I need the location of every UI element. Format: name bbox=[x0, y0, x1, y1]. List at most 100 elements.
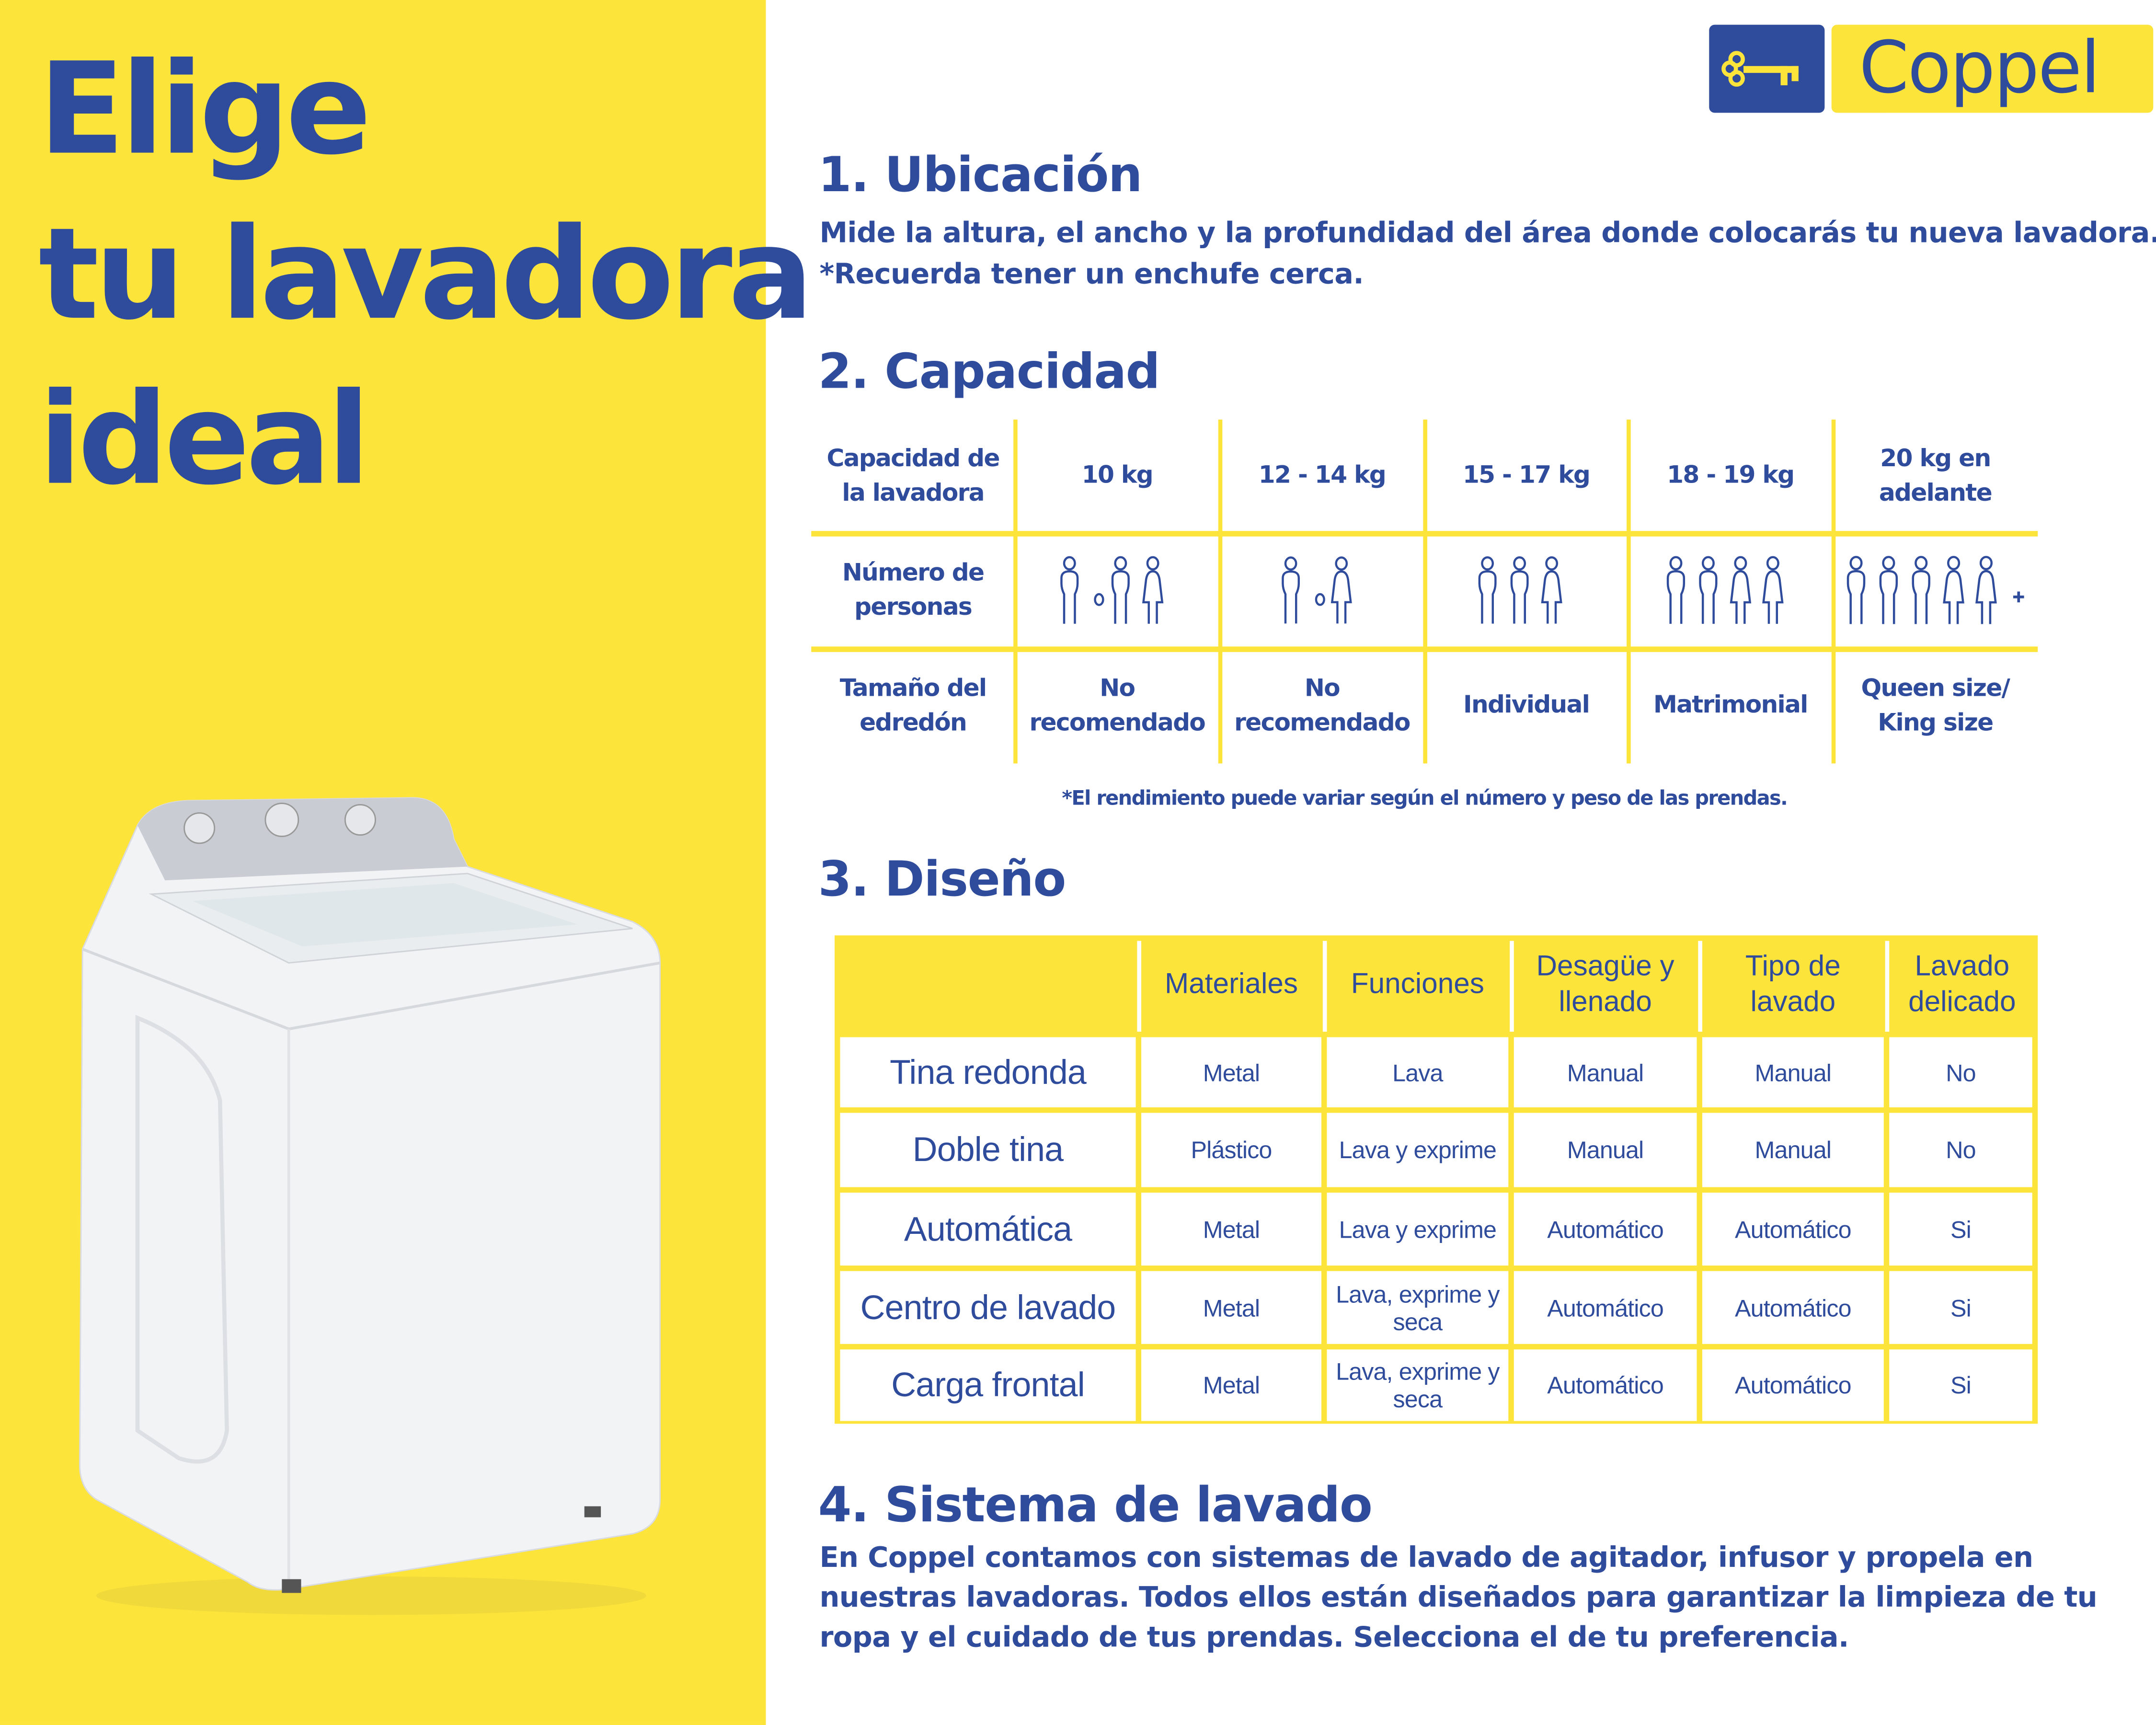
table-cell: Automático bbox=[1702, 1349, 1884, 1421]
divider bbox=[1013, 419, 1018, 764]
woman-icon bbox=[1729, 556, 1751, 624]
divider bbox=[811, 646, 2038, 652]
divider bbox=[1137, 941, 1142, 1032]
ubicacion-text: Mide la altura, el ancho y la profundida… bbox=[819, 213, 2156, 294]
key-icon bbox=[1721, 51, 1799, 87]
divider bbox=[1423, 419, 1427, 764]
table-cell: Automático bbox=[1702, 1192, 1884, 1266]
column-header: Tipo de lavado bbox=[1745, 950, 1841, 1018]
table-cell: Manual bbox=[1514, 1113, 1697, 1187]
text-line: En Coppel contamos con sistemas de lavad… bbox=[819, 1541, 2033, 1574]
table-cell: Metal bbox=[1141, 1271, 1321, 1344]
man-icon bbox=[1846, 556, 1865, 624]
capacity-row-label: Número de personas bbox=[842, 560, 985, 622]
text-line: Mide la altura, el ancho y la profundida… bbox=[819, 216, 2156, 249]
divider bbox=[1831, 419, 1836, 764]
row-label: Tina redonda bbox=[840, 1037, 1136, 1107]
man-icon bbox=[1911, 556, 1930, 624]
man-icon bbox=[1111, 556, 1129, 624]
divider bbox=[1218, 419, 1223, 764]
header-corner bbox=[835, 935, 1138, 1035]
table-cell: Lava bbox=[1327, 1037, 1509, 1107]
child-icon bbox=[1314, 593, 1325, 606]
divider bbox=[1698, 941, 1702, 1032]
capacity-value: 12 - 14 kg bbox=[1258, 462, 1387, 490]
design-table: Materiales Funciones Desagüe y llenado Tipo… bbox=[835, 935, 2038, 1424]
text-line: nuestras lavadoras. Todos ellos están di… bbox=[819, 1580, 2098, 1614]
woman-icon bbox=[1974, 556, 1996, 624]
man-icon bbox=[1879, 556, 1897, 624]
table-cell: Automático bbox=[1702, 1271, 1884, 1344]
text-line: ropa y el cuidado de tus prendas. Selecc… bbox=[819, 1620, 1849, 1654]
woman-icon bbox=[1141, 556, 1163, 624]
capacity-value: 10 kg bbox=[1081, 462, 1154, 490]
table-cell: Lava y exprime bbox=[1327, 1192, 1509, 1266]
table-cell: Si bbox=[1889, 1271, 2032, 1344]
man-icon bbox=[1281, 556, 1299, 624]
capacity-footnote: *El rendimiento puede variar según el nú… bbox=[1062, 788, 1788, 810]
section-heading-ubicacion: 1. Ubicación bbox=[818, 149, 1143, 204]
table-cell: Metal bbox=[1141, 1349, 1321, 1421]
row-label: Centro de lavado bbox=[840, 1271, 1136, 1344]
people-icons bbox=[1424, 534, 1628, 649]
child-icon bbox=[1093, 593, 1104, 606]
divider bbox=[1885, 941, 1890, 1032]
divider bbox=[1322, 941, 1327, 1032]
section-heading-sistema: 4. Sistema de lavado bbox=[818, 1479, 1373, 1534]
divider bbox=[1510, 941, 1514, 1032]
title-line: Elige bbox=[38, 35, 371, 183]
divider bbox=[1627, 419, 1631, 764]
table-cell: No bbox=[1889, 1113, 2032, 1187]
people-group-icon bbox=[1281, 556, 1352, 624]
left-panel: Elige tu lavadora ideal bbox=[0, 0, 814, 1725]
capacity-value: 20 kg en adelante bbox=[1879, 445, 1993, 507]
table-cell: Lava, exprime y seca bbox=[1327, 1271, 1509, 1344]
people-group-icon bbox=[1478, 556, 1562, 624]
column-header: Lavado delicado bbox=[1908, 950, 2016, 1018]
man-icon bbox=[1478, 556, 1497, 624]
woman-icon bbox=[1942, 556, 1964, 624]
table-cell: No bbox=[1889, 1037, 2032, 1107]
table-cell: Lava y exprime bbox=[1327, 1113, 1509, 1187]
people-icons bbox=[1628, 534, 1833, 649]
row-label: Automática bbox=[840, 1192, 1136, 1266]
people-group-icon bbox=[1059, 556, 1163, 624]
man-icon bbox=[1510, 556, 1529, 624]
table-cell: Automático bbox=[1514, 1271, 1697, 1344]
comforter-size: Queen size/ King size bbox=[1861, 675, 2010, 737]
text-line: *Recuerda tener un enchufe cerca. bbox=[819, 256, 1364, 290]
people-icons bbox=[1015, 534, 1220, 649]
plus-icon bbox=[2012, 591, 2024, 603]
man-icon bbox=[1666, 556, 1685, 624]
comforter-size: Matrimonial bbox=[1653, 692, 1809, 720]
divider bbox=[811, 531, 2038, 537]
table-cell: Metal bbox=[1141, 1037, 1321, 1107]
people-group-icon bbox=[1666, 556, 1783, 624]
people-icons bbox=[1220, 534, 1425, 649]
capacity-row-label: Tamaño del edredón bbox=[839, 675, 987, 737]
table-cell: Plástico bbox=[1141, 1113, 1321, 1187]
capacity-row-label: Capacidad de la lavadora bbox=[826, 445, 1000, 507]
woman-icon bbox=[1330, 556, 1352, 624]
title-line: tu lavadora bbox=[38, 201, 814, 348]
table-cell: Automático bbox=[1514, 1349, 1697, 1421]
title-line: ideal bbox=[38, 366, 370, 513]
washing-machine-image bbox=[79, 797, 661, 1615]
column-header: Materiales bbox=[1164, 968, 1298, 1000]
comforter-size: No recomendado bbox=[1029, 675, 1205, 737]
capacity-value: 18 - 19 kg bbox=[1667, 462, 1795, 490]
table-cell: Manual bbox=[1702, 1037, 1884, 1107]
capacity-value: 15 - 17 kg bbox=[1462, 462, 1591, 490]
table-cell: Lava, exprime y seca bbox=[1327, 1349, 1509, 1421]
column-header: Desagüe y llenado bbox=[1536, 950, 1674, 1018]
column-header: Funciones bbox=[1351, 968, 1484, 1000]
woman-icon bbox=[1541, 556, 1562, 624]
people-group-icon bbox=[1846, 556, 2024, 624]
section-heading-diseno: 3. Diseño bbox=[818, 852, 1067, 908]
section-heading-capacidad: 2. Capacidad bbox=[818, 345, 1160, 401]
row-label: Carga frontal bbox=[840, 1349, 1136, 1421]
coppel-logo-icon bbox=[1709, 24, 1825, 113]
capacity-table: Capacidad de la lavadora 10 kg 12 - 14 kg 1… bbox=[811, 419, 2038, 764]
table-cell: Metal bbox=[1141, 1192, 1321, 1266]
